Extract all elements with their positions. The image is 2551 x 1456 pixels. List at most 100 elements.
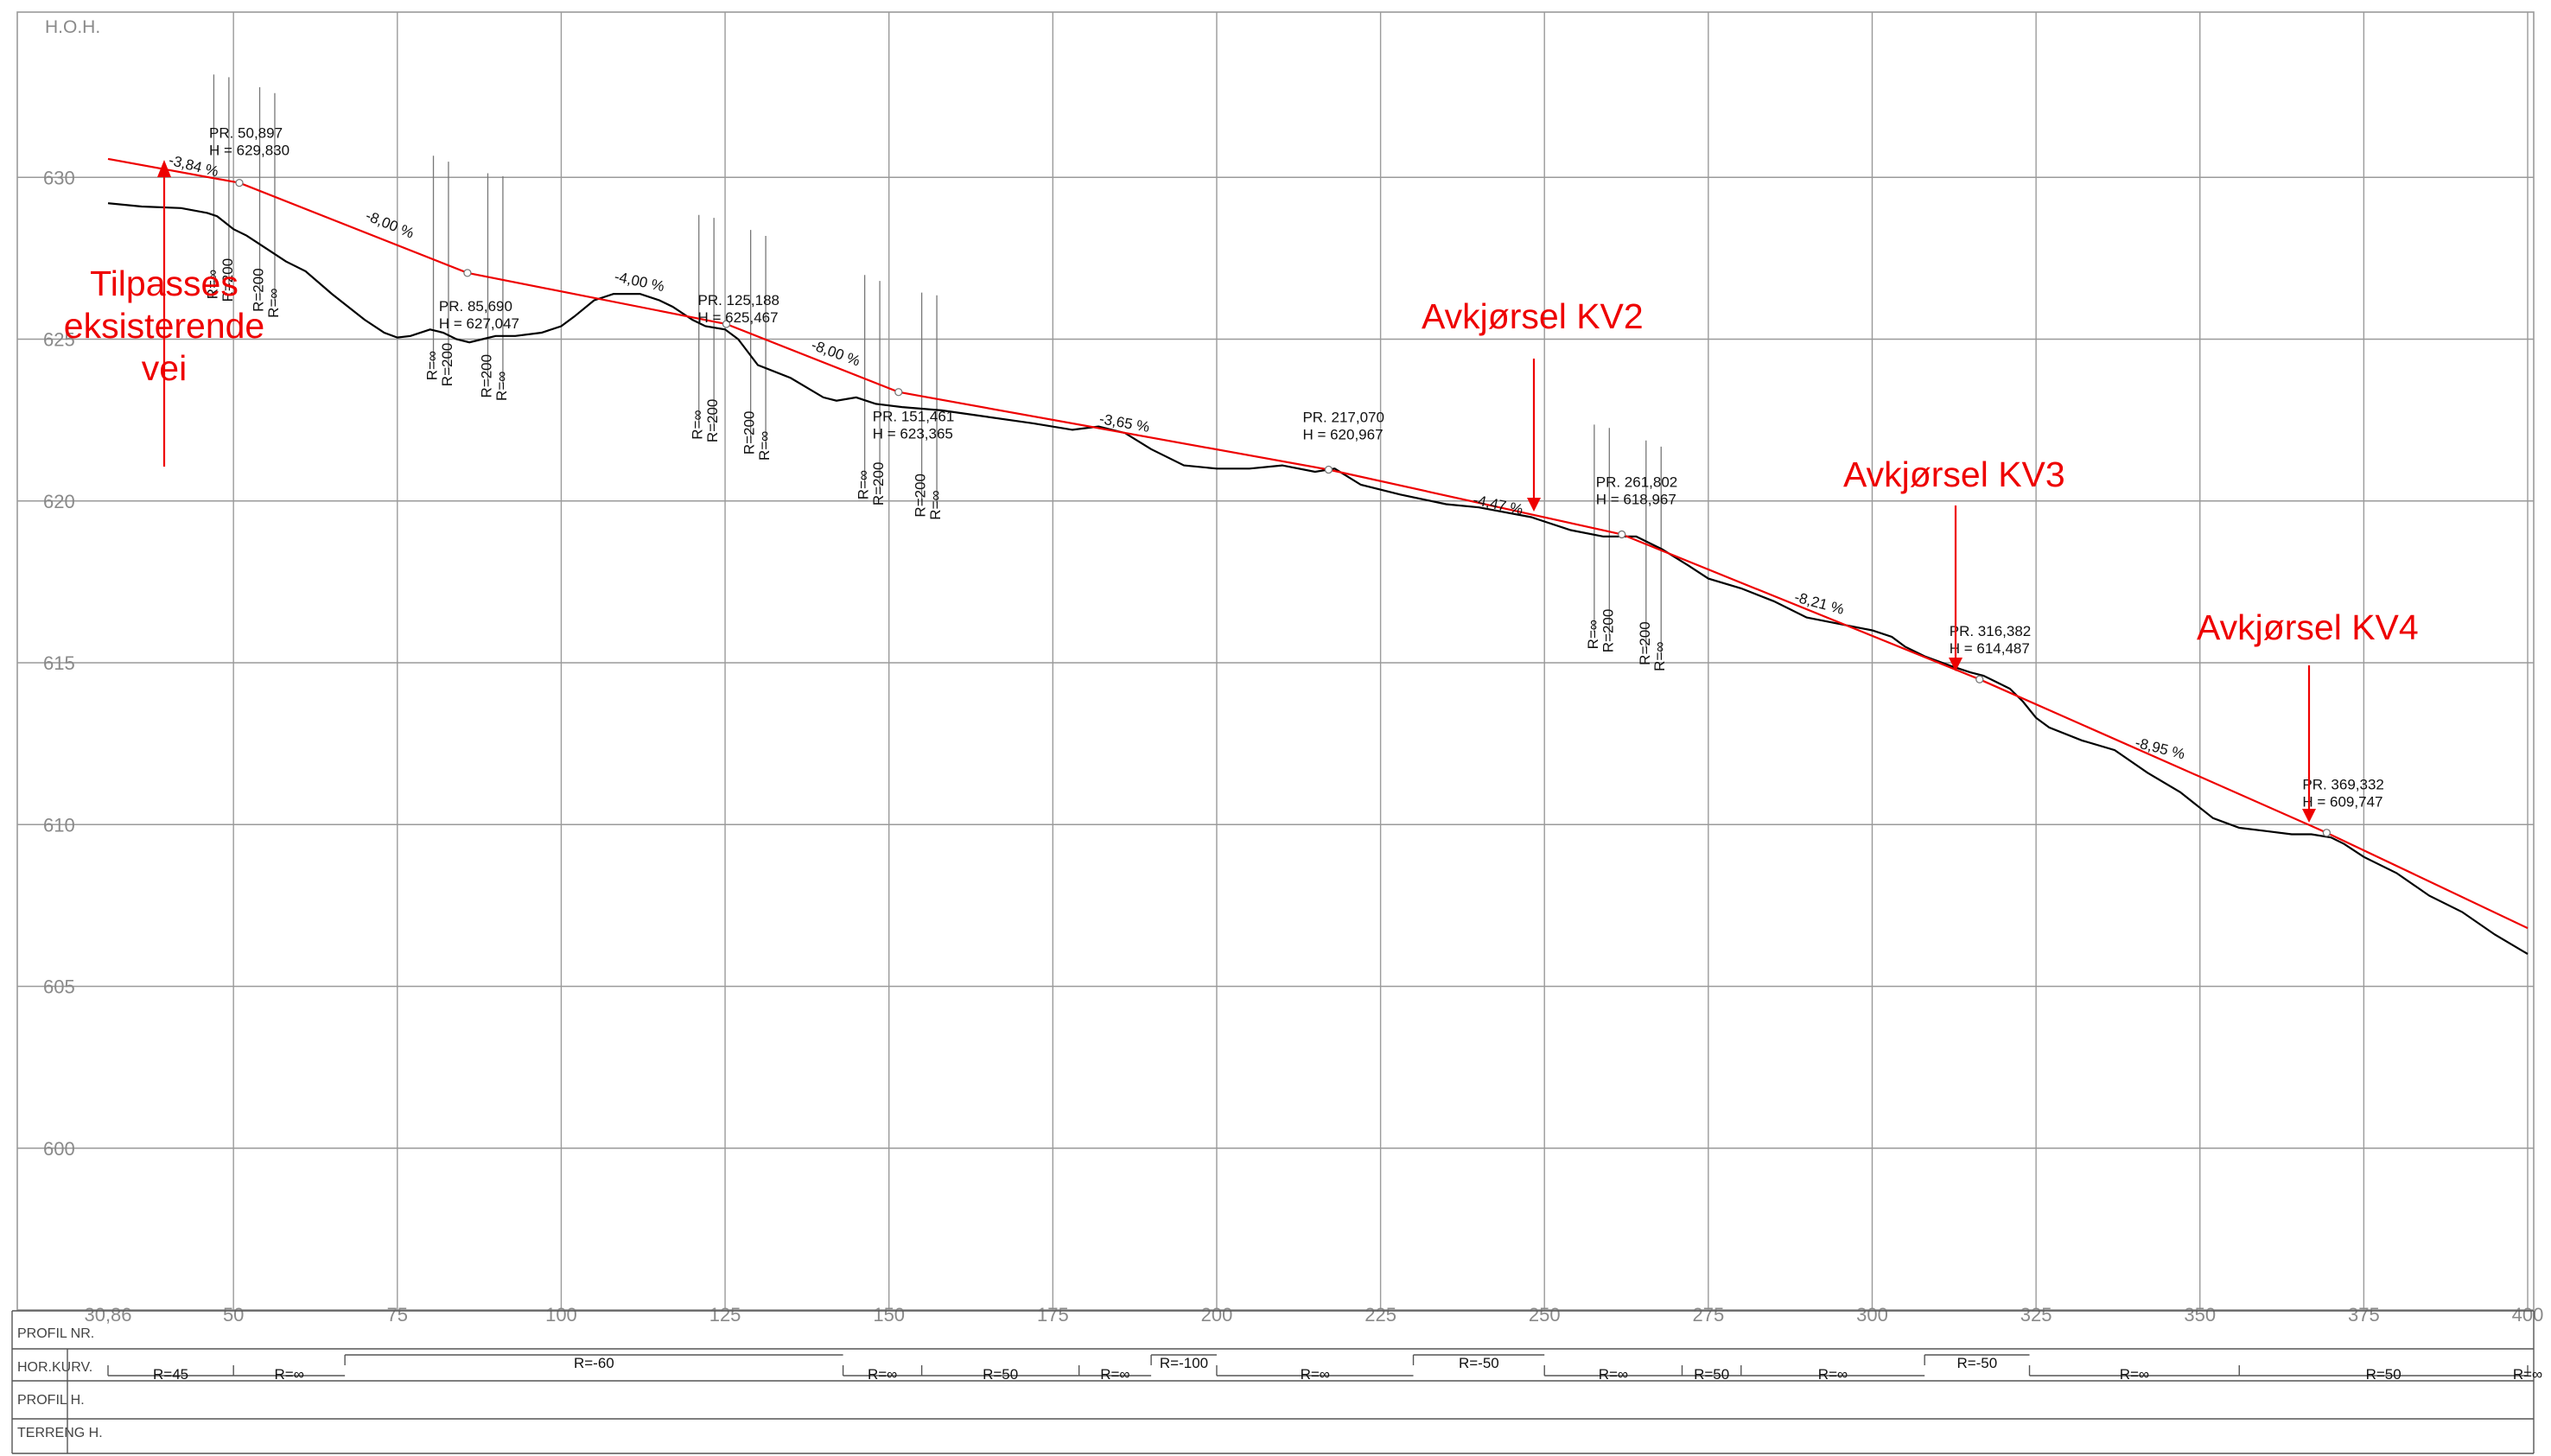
break-point-height: H = 614,487 — [1950, 640, 2030, 657]
break-point-height: H = 623,365 — [873, 426, 953, 442]
x-tick-label: 375 — [2348, 1304, 2380, 1326]
x-tick-label: 75 — [387, 1304, 408, 1326]
break-point-station: PR. 50,897 — [209, 125, 283, 142]
vertical-curve-label: R=∞ — [927, 490, 944, 519]
vertical-curve-label: R=∞ — [1651, 642, 1668, 671]
hor-curve-label: R=∞ — [2120, 1366, 2149, 1383]
vertical-curve-label: R=200 — [251, 268, 267, 312]
break-point-marker — [235, 178, 244, 188]
design-line — [107, 157, 2529, 930]
hor-curve-label: R=45 — [153, 1366, 188, 1383]
callout-arrow-head — [157, 160, 171, 177]
x-tick-label: 250 — [1529, 1304, 1561, 1326]
grade-label: -8,00 % — [809, 337, 862, 370]
break-point-height: H = 625,467 — [697, 309, 778, 326]
callout-arrow-head — [2302, 809, 2316, 823]
design-polyline — [107, 157, 2529, 930]
break-point-station: PR. 316,382 — [1950, 623, 2032, 639]
vertical-curve-label: R=200 — [439, 343, 455, 387]
x-tick-label: 50 — [223, 1304, 244, 1326]
break-point-station: PR. 369,332 — [2302, 777, 2384, 793]
x-tick-label: 300 — [1856, 1304, 1888, 1326]
break-point-station: PR. 261,802 — [1596, 474, 1678, 490]
profile-band-table: PROFIL NR. HOR.KURV. PROFIL H. TERRENG H… — [11, 1310, 2542, 1454]
x-tick-label: 275 — [1692, 1304, 1724, 1326]
break-point-marker — [894, 388, 903, 397]
band-label-hor-kurv: HOR.KURV. — [17, 1360, 92, 1375]
hor-curve-label: R=50 — [983, 1366, 1018, 1383]
vertical-curve-label: R=200 — [1600, 609, 1616, 653]
y-tick-label: 605 — [43, 976, 75, 998]
y-tick-label: 620 — [43, 491, 75, 512]
callout-text: Avkjørsel KV2 — [1422, 296, 1644, 336]
plot-frame — [16, 11, 2535, 1311]
grade-label: -4,00 % — [613, 268, 665, 295]
vertical-curve-label: R=∞ — [690, 410, 706, 439]
hor-curve-label: R=50 — [2366, 1366, 2402, 1383]
band-label-profil-h: PROFIL H. — [17, 1393, 85, 1408]
callout-arrow-head — [1527, 498, 1541, 512]
vertical-axis-title: H.O.H. — [45, 17, 100, 37]
break-point-station: PR. 217,070 — [1302, 410, 1384, 426]
hor-curve-label: R=∞ — [1818, 1366, 1848, 1383]
x-tick-label: 225 — [1365, 1304, 1396, 1326]
hor-curve-label: R=∞ — [1301, 1366, 1330, 1383]
hor-curve-label: R=∞ — [1100, 1366, 1129, 1383]
x-tick-label: 350 — [2184, 1304, 2216, 1326]
break-point-marker — [1618, 530, 1626, 539]
x-tick-label: 200 — [1201, 1304, 1233, 1326]
vertical-curve-label: R=200 — [478, 354, 494, 398]
callout-text: Avkjørsel KV4 — [2197, 607, 2419, 647]
hor-curve-label: R=50 — [1694, 1366, 1729, 1383]
terrain-polyline — [107, 202, 2529, 955]
grade-label: -4,47 % — [1472, 492, 1524, 518]
axis-labels: H.O.H. 630 625 620 615 610 605 600 30,86 50 75 100… — [43, 17, 2543, 1326]
y-tick-label: 630 — [43, 167, 75, 188]
break-point-height: H = 609,747 — [2302, 794, 2382, 811]
break-point-station: PR. 125,188 — [697, 292, 779, 308]
x-tick-label: 400 — [2512, 1304, 2544, 1326]
y-tick-label: 610 — [43, 814, 75, 836]
break-point-station: PR. 151,461 — [873, 409, 955, 425]
grade-label: -8,00 % — [363, 207, 416, 242]
break-point-height: H = 627,047 — [439, 315, 519, 332]
break-point-marker — [1324, 465, 1333, 474]
break-point-height: H = 620,967 — [1302, 427, 1383, 443]
callout-text: Avkjørsel KV3 — [1843, 455, 2065, 494]
vertical-curve-label: R=200 — [704, 399, 721, 443]
break-point-marker — [1975, 675, 1984, 683]
terrain-line — [107, 202, 2529, 955]
x-tick-label: 125 — [709, 1304, 741, 1326]
vertical-curve-label: R=200 — [1637, 621, 1653, 665]
hor-curve-label: R=∞ — [2513, 1366, 2542, 1383]
hor-curve-label: R=-60 — [574, 1355, 614, 1371]
grid — [16, 11, 2535, 1311]
y-tick-label: 600 — [43, 1138, 75, 1160]
x-tick-label: 150 — [873, 1304, 905, 1326]
vertical-curve-label: R=∞ — [424, 351, 441, 380]
vertical-curve-label: R=∞ — [204, 270, 220, 299]
vertical-curve-label: R=∞ — [856, 470, 872, 499]
hor-curve-label: R=-100 — [1160, 1355, 1208, 1371]
break-point-marker — [2322, 829, 2332, 837]
vertical-curve-label: R=∞ — [493, 372, 510, 401]
break-point-marker — [722, 320, 731, 328]
y-tick-label: 615 — [43, 652, 75, 674]
vertical-curve-label: R=∞ — [1585, 620, 1601, 649]
hor-curve-label: R=∞ — [274, 1366, 303, 1383]
break-point-station: PR. 85,690 — [439, 298, 512, 315]
callout-arrow-head — [1949, 658, 1963, 671]
vertical-curve-label: R=200 — [741, 411, 758, 455]
grade-label: -3,65 % — [1098, 410, 1151, 436]
vertical-curve-label: R=∞ — [265, 288, 282, 317]
hor-curve-label: R=-50 — [1459, 1355, 1499, 1371]
band-label-terreng-h: TERRENG H. — [17, 1426, 103, 1440]
hor-curve-label: R=-50 — [1956, 1355, 1997, 1371]
vertical-curve-label: R=∞ — [756, 431, 773, 461]
x-tick-label: 325 — [2020, 1304, 2052, 1326]
band-label-profil-nr: PROFIL NR. — [17, 1326, 94, 1341]
